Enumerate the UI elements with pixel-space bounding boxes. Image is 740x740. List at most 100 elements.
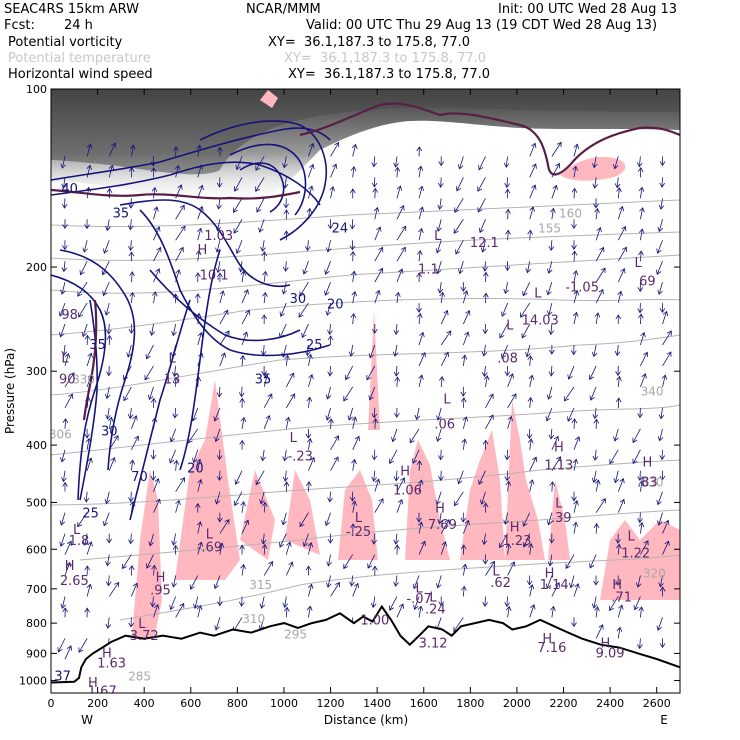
wind-vector xyxy=(395,291,401,304)
wind-vector xyxy=(592,449,599,461)
y-tick-label: 900 xyxy=(26,647,47,660)
wind-vector xyxy=(86,373,94,388)
wind-vector xyxy=(219,330,230,346)
wind-vector xyxy=(219,309,229,325)
wind-vector xyxy=(477,198,486,213)
wind-vector xyxy=(128,533,134,545)
wind-vector xyxy=(191,407,199,422)
wind-vector xyxy=(460,544,467,555)
wind-vector xyxy=(418,374,424,387)
wind-vector xyxy=(571,250,578,262)
pv-extremum-label: L xyxy=(555,497,563,512)
wind-vector xyxy=(326,554,332,567)
wind-vector xyxy=(241,309,251,325)
wind-vector xyxy=(485,414,494,430)
wind-vector xyxy=(507,373,514,388)
wind-vector xyxy=(260,449,266,462)
wind-vector xyxy=(482,271,489,283)
wind-vector xyxy=(485,393,494,409)
wind-vector xyxy=(438,596,445,607)
wind-vector xyxy=(551,184,558,199)
wind-vector xyxy=(416,146,423,157)
pv-contours xyxy=(51,102,680,421)
wind-vector xyxy=(196,458,203,471)
wind-vector xyxy=(281,282,288,295)
wind-vector xyxy=(551,435,560,450)
wind-vector xyxy=(283,209,290,220)
wind-vector xyxy=(417,312,423,325)
wind-vector xyxy=(129,291,136,304)
pv-extremum-label: L xyxy=(73,523,81,538)
wind-vector xyxy=(283,481,290,492)
wind-vector xyxy=(343,554,354,570)
wind-vector xyxy=(192,449,199,464)
wind-vector xyxy=(350,270,357,283)
wind-vector xyxy=(659,177,666,188)
wind-vector xyxy=(372,565,378,576)
wind-vector xyxy=(479,491,486,505)
wind-vector xyxy=(504,470,511,482)
wind-vector xyxy=(79,260,88,276)
wind-vector xyxy=(418,540,426,555)
wind-vector xyxy=(374,498,384,513)
pv-extremum-label: 7.16 xyxy=(537,641,566,656)
wind-vector xyxy=(637,167,644,178)
wind-vector xyxy=(306,437,313,450)
wind-vector xyxy=(197,164,204,178)
wind-vector xyxy=(261,543,268,555)
wind-vector xyxy=(282,449,288,462)
wind-vector xyxy=(501,302,508,317)
wind-vector xyxy=(308,163,315,178)
x-tick-label: 200 xyxy=(87,697,108,710)
wind-vector xyxy=(396,268,404,283)
y-tick-label: 600 xyxy=(26,543,47,556)
wind-vector xyxy=(439,291,446,304)
wind-vector xyxy=(59,533,66,547)
pv-extremum-label: L xyxy=(506,318,514,333)
wind-vector xyxy=(662,540,670,555)
wind-vector xyxy=(505,605,512,618)
wind-vector xyxy=(527,543,534,555)
wind-vector xyxy=(595,624,604,639)
wind-contour-label: 40 xyxy=(61,182,78,197)
wind-vector xyxy=(127,407,134,420)
wind-vector xyxy=(172,293,179,304)
wind-vector xyxy=(503,282,509,295)
wind-vector xyxy=(151,564,157,576)
wind-vector xyxy=(483,292,489,304)
wind-vector xyxy=(374,246,384,262)
pv-extremum-label: .06 xyxy=(434,418,455,433)
pv-extremum-label: L xyxy=(434,229,442,244)
y-tick-label: 1000 xyxy=(19,674,47,687)
wind-vector xyxy=(197,331,204,346)
wind-vector xyxy=(435,491,442,506)
wind-contour-label: 35 xyxy=(255,373,272,388)
wind-vector xyxy=(104,386,111,400)
wind-vector xyxy=(235,156,243,171)
wind-vector xyxy=(61,177,67,189)
wind-vector xyxy=(351,500,358,513)
wind-vector xyxy=(126,344,132,358)
wind-vector xyxy=(59,323,66,338)
wind-vector xyxy=(153,604,160,618)
wind-vector xyxy=(351,416,358,429)
pv-extremum-label: H xyxy=(400,464,410,479)
wind-vector xyxy=(175,477,186,492)
wind-vector xyxy=(196,604,203,618)
wind-vector xyxy=(453,219,464,234)
wind-vector xyxy=(105,407,111,420)
pv-extremum-label: .95 xyxy=(150,583,171,598)
wind-vector xyxy=(569,575,575,589)
wind-vector xyxy=(306,207,313,220)
wind-vector xyxy=(591,596,598,609)
wind-vector xyxy=(86,164,92,178)
wind-vector xyxy=(258,219,265,233)
wind-vector xyxy=(547,554,554,567)
wind-vector xyxy=(324,261,331,275)
wind-vector xyxy=(656,261,663,275)
wind-vector xyxy=(659,449,666,461)
wind-vectors xyxy=(57,141,672,660)
wind-contour-label: 35 xyxy=(89,338,106,353)
wind-vector xyxy=(238,386,245,398)
